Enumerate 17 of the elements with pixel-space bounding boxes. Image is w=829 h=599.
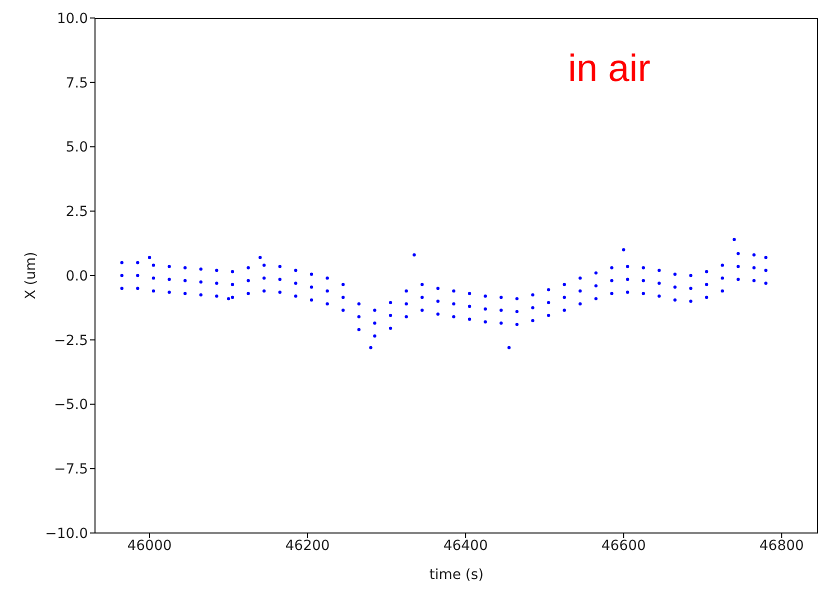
x-tick-label: 46400: [443, 538, 488, 554]
x-tick-label: 46200: [285, 538, 330, 554]
y-axis-title: X (um): [22, 252, 39, 300]
x-tick-label: 46800: [759, 538, 804, 554]
x-tick-label: 46600: [601, 538, 646, 554]
y-tick-label: −10.0: [45, 526, 88, 542]
y-tick-label: −7.5: [54, 462, 88, 478]
y-tick-label: −2.5: [54, 332, 88, 349]
y-tick-label: 0.0: [66, 268, 88, 284]
x-axis-title: time (s): [429, 567, 484, 583]
y-tick-label: −5.0: [54, 397, 88, 414]
y-tick-label: 10.0: [56, 10, 88, 27]
annotation: in air: [568, 48, 650, 91]
y-tick-label: 7.5: [66, 75, 88, 92]
y-tick-label: 2.5: [66, 204, 88, 220]
x-tick-label: 46000: [127, 538, 172, 554]
y-tick-label: 5.0: [66, 140, 88, 156]
